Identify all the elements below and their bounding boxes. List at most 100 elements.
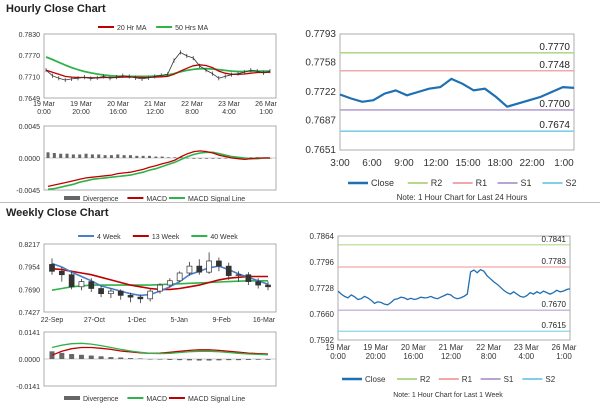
candle-body xyxy=(216,260,222,267)
divergence-bar xyxy=(128,155,132,158)
x-tick-label: 19 Mar 0:00 xyxy=(326,343,351,361)
legend-label: MACD Signal Line xyxy=(188,396,245,403)
y-tick-label: 0.7796 xyxy=(310,258,335,267)
divergence-bar xyxy=(59,153,63,158)
hourly-pivot-chart: 0.7793 0.7758 0.7722 0.7687 0.7651 0.7770 0.77… xyxy=(305,29,576,202)
divergence-bar xyxy=(147,359,153,360)
legend-label: R2 xyxy=(431,178,443,188)
hourly-price-chart: 20 Hr MA 50 Hrs MA 0.7830 0.7770 0.7710 0.764… xyxy=(19,25,278,116)
legend-label: 40 Week xyxy=(210,234,238,241)
x-tick-label: 26 Mar 1:00 xyxy=(552,343,577,361)
x-tick-label: 20 Mar 16:00 xyxy=(401,343,426,361)
plot-frame xyxy=(43,243,277,313)
y-tick-label: 0.7687 xyxy=(305,116,336,127)
divergence-bar xyxy=(90,154,94,158)
divergence-bar xyxy=(141,155,145,158)
divergence-bar xyxy=(147,155,151,158)
divergence-bar xyxy=(206,359,212,361)
divergence-bar xyxy=(173,157,177,158)
divergence-bar xyxy=(236,359,242,361)
x-tick-label: 27-Oct xyxy=(84,317,105,324)
divergence-bar xyxy=(154,156,158,158)
divergence-bar xyxy=(211,158,215,159)
divergence-bar xyxy=(255,359,261,360)
divergence-bar xyxy=(226,359,232,361)
legend-label: R1 xyxy=(476,178,488,188)
y-tick-label: -0.0045 xyxy=(16,188,40,195)
x-tick-label: 22:00 xyxy=(519,158,544,169)
y-tick-label: 0.7592 xyxy=(310,336,335,345)
y-tick-label: -0.0141 xyxy=(16,384,40,391)
x-tick-label: 15:00 xyxy=(455,158,480,169)
legend-label: MACD xyxy=(146,196,167,202)
divergence-bar xyxy=(137,358,143,359)
level-label-s2: 0.7615 xyxy=(542,321,567,330)
hourly-section-title: Hourly Close Chart xyxy=(6,3,106,15)
divergence-bar xyxy=(177,359,183,361)
legend-label: S1 xyxy=(504,375,514,384)
divergence-bar xyxy=(88,355,94,359)
divergence-bar xyxy=(118,357,124,359)
divergence-bar xyxy=(186,359,192,361)
weekly-section-title: Weekly Close Chart xyxy=(6,207,109,219)
chart-note: Note: 1 Hour Chart for Last 1 Week xyxy=(393,392,503,399)
y-tick-label: 0.7728 xyxy=(310,284,335,293)
x-tick-label: 5-Jan xyxy=(170,317,188,324)
y-tick-label: 0.7710 xyxy=(19,74,41,81)
candle-body xyxy=(265,284,271,288)
divergence-bar xyxy=(109,155,113,158)
divergence-bar xyxy=(245,359,251,360)
divergence-bar xyxy=(97,154,101,158)
x-tick-label: 21 Mar 12:00 xyxy=(144,101,166,116)
candle-body xyxy=(137,296,144,300)
legend-label: S2 xyxy=(545,375,555,384)
x-tick-label: 3:00 xyxy=(330,158,350,169)
divergence-bar xyxy=(205,158,209,159)
divergence-bar xyxy=(167,359,173,360)
candle-body xyxy=(117,290,124,296)
legend-label: MACD Signal Line xyxy=(188,196,245,202)
divergence-bar xyxy=(46,152,50,158)
x-tick-label: 22 Mar 8:00 xyxy=(181,101,203,116)
candle-body xyxy=(58,270,65,276)
x-tick-label: 19 Mar 0:00 xyxy=(33,101,55,116)
legend-label: S1 xyxy=(521,178,532,188)
x-tick-label: 16-Mar xyxy=(253,317,276,324)
divergence-bar xyxy=(71,154,75,158)
divergence-bar xyxy=(186,158,190,159)
divergence-bar xyxy=(157,359,163,360)
candle-body xyxy=(235,274,242,276)
legend-label: Divergence xyxy=(83,196,119,202)
divergence-bar xyxy=(108,357,114,359)
macd-signal-line xyxy=(47,151,270,191)
macd-line xyxy=(51,342,269,356)
divergence-bar xyxy=(59,352,65,359)
divergence-bar xyxy=(103,155,107,158)
divergence-bar xyxy=(224,158,228,159)
y-tick-label: 0.7758 xyxy=(305,58,336,69)
divergence-bar xyxy=(69,354,75,359)
divergence-bar xyxy=(198,158,202,159)
level-label-r2: 0.7841 xyxy=(542,235,567,244)
legend-label: S2 xyxy=(565,178,576,188)
candle-body xyxy=(108,290,114,295)
candle-body xyxy=(49,264,55,272)
level-label-s1: 0.7700 xyxy=(539,99,570,110)
y-tick-label: 0.7954 xyxy=(19,265,41,272)
y-tick-label: 0.0141 xyxy=(19,330,41,337)
legend-label: Close xyxy=(371,178,394,188)
divergence-bar xyxy=(116,154,120,158)
candle-body xyxy=(147,290,154,300)
plot-frame xyxy=(43,33,277,99)
level-label-r1: 0.7783 xyxy=(542,257,567,266)
divergence-bar xyxy=(65,153,69,158)
candle-body xyxy=(225,265,232,276)
x-tick-label: 9-Feb xyxy=(212,317,230,324)
x-tick-label: 23 Mar 4:00 xyxy=(218,101,240,116)
y-tick-label: 0.7660 xyxy=(310,310,335,319)
legend-label: 13 Week xyxy=(152,234,180,241)
legend-label: 20 Hr MA xyxy=(117,25,147,32)
y-tick-label: 0.7830 xyxy=(19,32,41,39)
legend-label: Divergence xyxy=(83,396,119,403)
x-tick-label: 6:00 xyxy=(362,158,382,169)
